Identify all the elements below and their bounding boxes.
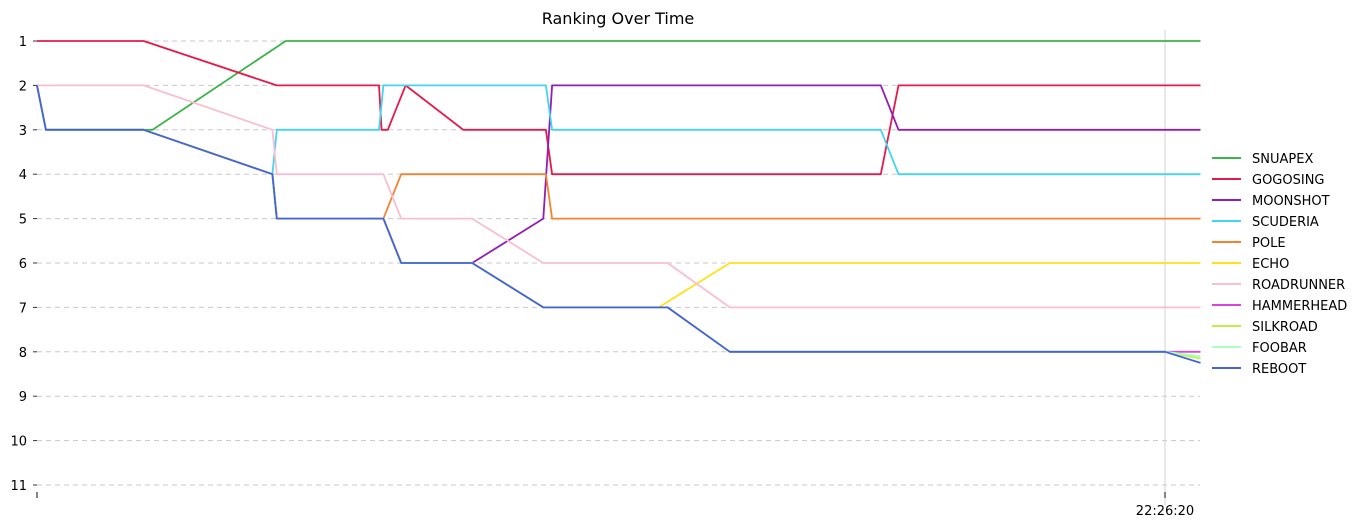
series-line-pole [36,85,1201,220]
y-tick-label-5: 5 [19,213,27,228]
y-tick-label-10: 10 [10,435,27,450]
legend: SNUAPEX GOGOSING MOONSHOT SCUDERIA POLE ECHO R… [1212,152,1347,377]
series-line-reboot [36,85,1201,364]
legend-label-snuapex: SNUAPEX [1252,152,1313,167]
y-tick-label-8: 8 [19,346,27,361]
legend-label-pole: POLE [1252,236,1286,251]
series-lines [36,40,1201,364]
legend-label-reboot: REBOOT [1252,362,1306,377]
chart-title: Ranking Over Time [542,9,695,28]
x-tick-label: 22:26:20 [1136,504,1194,519]
legend-label-gogosing: GOGOSING [1252,173,1325,188]
series-line-silkroad [36,85,1201,360]
y-tick-label-6: 6 [19,257,27,272]
legend-label-silkroad: SILKROAD [1252,320,1318,335]
legend-label-echo: ECHO [1252,257,1289,272]
y-tick-label-7: 7 [19,301,27,316]
y-tick-label-4: 4 [19,168,27,183]
legend-label-moonshot: MOONSHOT [1252,194,1330,209]
axes: 1 2 3 4 5 6 7 8 9 10 11 22:26:20 [10,30,1194,519]
legend-label-foobar: FOOBAR [1252,341,1307,356]
series-line-roadrunner [37,84,1201,309]
legend-label-hammerhead: HAMMERHEAD [1252,299,1347,314]
y-tick-label-1: 1 [19,35,27,50]
y-tick-label-3: 3 [19,124,27,139]
series-line-echo [36,85,1201,309]
legend-label-scuderia: SCUDERIA [1252,215,1319,230]
series-line-gogosing [37,40,1201,176]
series-line-foobar [36,85,1201,358]
y-tick-label-9: 9 [19,390,27,405]
y-tick-label-11: 11 [10,479,27,494]
legend-label-roadrunner: ROADRUNNER [1252,278,1345,293]
grid-lines [37,40,1200,486]
y-tick-label-2: 2 [19,79,27,94]
